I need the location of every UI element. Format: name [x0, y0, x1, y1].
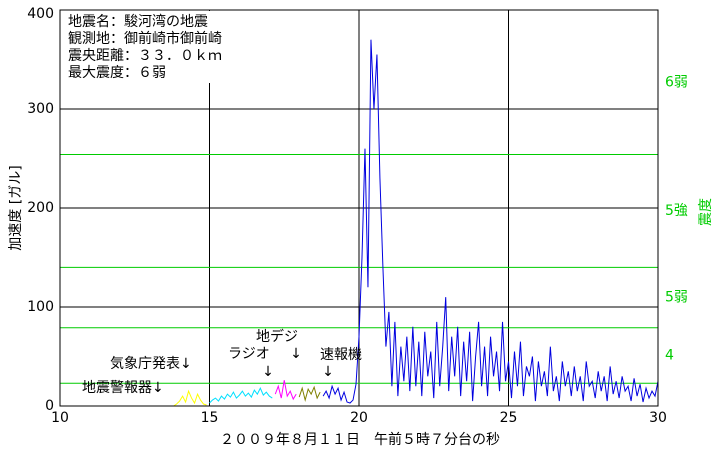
annotation: 気象庁発表↓ [110, 356, 192, 372]
x-tick-label: 30 [649, 410, 667, 426]
annotation: 地震警報器↓ [82, 380, 164, 396]
x-tick-label: 10 [51, 410, 69, 426]
y-tick-label: 200 [27, 200, 54, 216]
annotation: 速報機 [320, 347, 362, 363]
waveform [298, 385, 321, 403]
waveform [209, 386, 273, 404]
info-line: 最大震度：６弱 [68, 65, 166, 81]
waveform [173, 389, 207, 407]
info-line: 観測地：御前崎市御前崎 [68, 30, 222, 47]
annotation-arrow: ↓ [290, 346, 302, 362]
info-line: 地震名：駿河湾の地震 [68, 13, 208, 30]
annotation: 地デジ [256, 328, 298, 345]
x-tick-label: 25 [500, 410, 518, 426]
annotation: ラジオ [228, 346, 270, 362]
x-axis-label: ２００９年８月１１日 午前５時７分台の秒 [220, 431, 500, 448]
intensity-label: 4 [665, 348, 674, 364]
x-tick-label: 15 [201, 410, 219, 426]
intensity-label: 6弱 [665, 74, 688, 90]
x-tick-label: 20 [350, 410, 368, 426]
annotation-arrow: ↓ [262, 364, 274, 380]
y2-axis-label: 震度 [698, 198, 714, 226]
y-axis-label: 加速度 [ガル] [8, 165, 24, 250]
annotation-arrow: ↓ [322, 364, 334, 380]
waveform [322, 39, 659, 404]
y-tick-label: 0 [45, 398, 54, 414]
y-tick-label: 100 [27, 299, 54, 315]
waveform [274, 380, 297, 401]
info-line: 震央距離：３３．０ｋｍ [68, 47, 222, 64]
y-tick-label: 300 [27, 101, 54, 117]
intensity-label: 5強 [665, 203, 688, 219]
plot-border [59, 9, 659, 407]
info-box [61, 11, 261, 83]
intensity-label: 5弱 [665, 290, 688, 306]
y-tick-label: 400 [27, 6, 54, 22]
